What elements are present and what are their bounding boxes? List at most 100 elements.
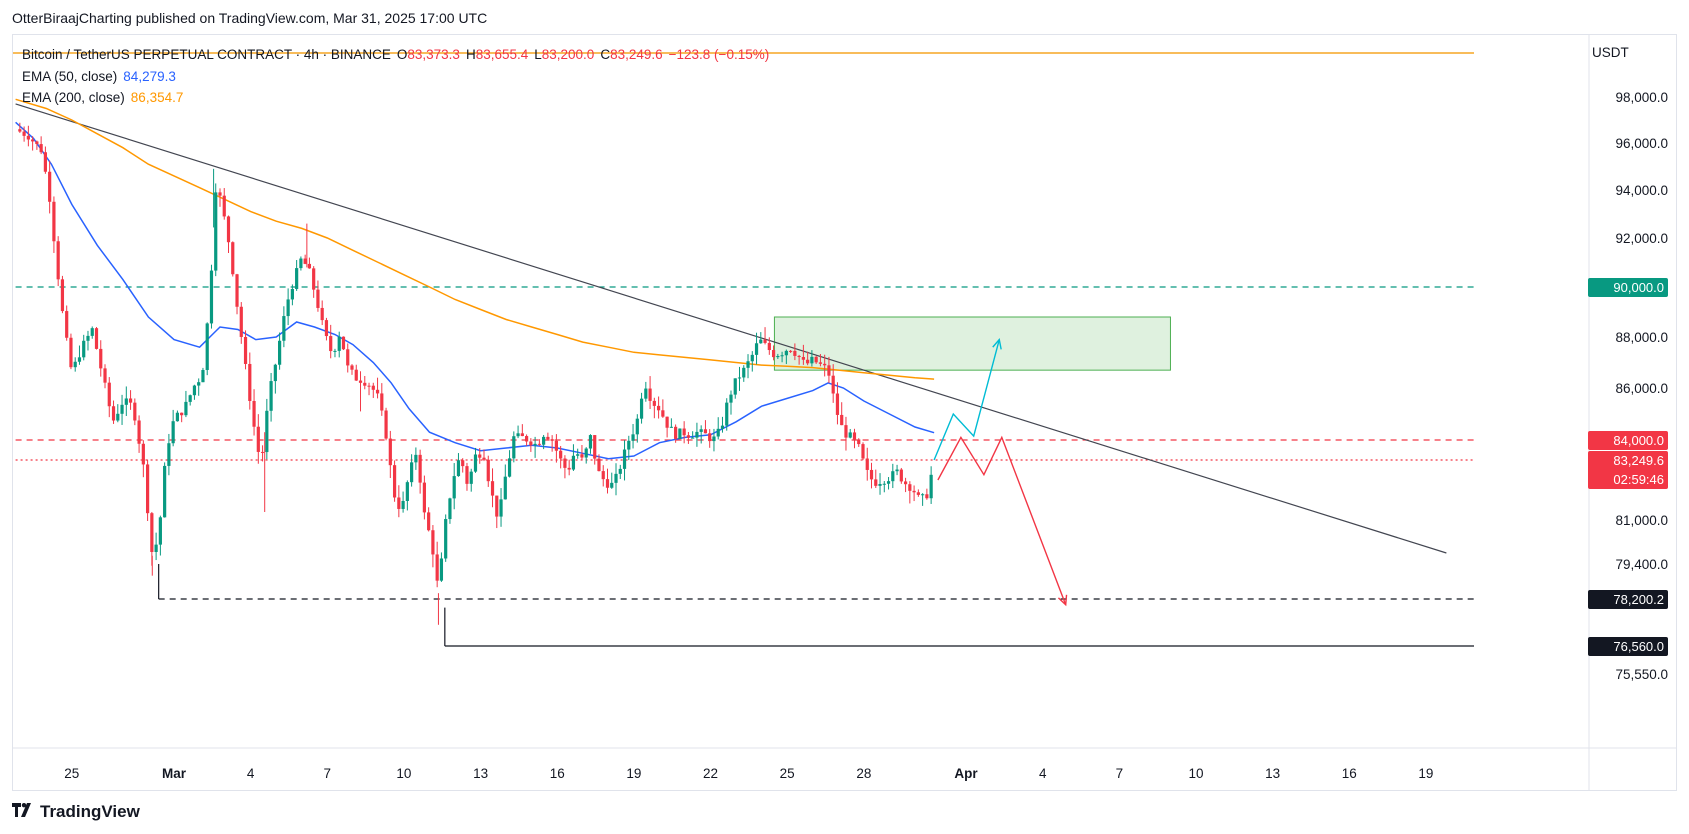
candle-171 [746,354,750,379]
candle-5 [39,136,43,155]
candle-162 [708,429,712,448]
candle-189 [823,354,827,377]
candle-28 [137,415,141,453]
candle-74 [333,348,337,358]
candle-body [94,328,99,349]
candle-body [729,394,733,403]
candle-144 [631,423,635,449]
candle-body [145,464,150,514]
low-label: L [534,47,542,62]
candle-135 [593,435,597,465]
candle-body [844,425,848,438]
bullish-projection [933,339,1000,461]
candle-body [733,378,737,395]
candle-body [18,129,22,132]
candle-body [486,459,490,482]
candle-body [290,288,294,300]
candle-6 [43,146,47,174]
candle-50 [231,241,235,277]
candle-196 [852,428,857,449]
candle-body [307,263,312,269]
candle-178 [776,353,780,360]
candle-25 [124,386,128,417]
price-tag-4[interactable]: 76,560.0 [1588,636,1668,656]
x-tick-label-12: 4 [1039,766,1047,781]
price-tag-2[interactable]: 83,249.6 02:59:46 [1588,450,1668,489]
candle-body [524,436,529,442]
candle-12 [69,333,73,370]
candle-65 [295,260,299,291]
high-value: 83,655.4 [475,47,529,62]
x-tick-label-14: 10 [1188,766,1203,781]
candle-body [48,171,52,202]
candle-body [214,192,218,271]
candle-body [478,454,482,458]
legend-ema200-row[interactable]: EMA (200, close) 86,354.7 [22,87,775,109]
candle-body [184,401,188,416]
candle-20 [103,364,107,389]
candle-body [499,499,503,517]
candle-body [414,454,418,463]
price-tag-0[interactable]: 90,000.0 [1588,277,1668,297]
candle-71 [320,300,324,326]
candle-86 [384,407,388,441]
candle-body [529,441,533,446]
price-tag-1[interactable]: 84,000.0 [1588,430,1668,450]
candle-body [601,471,605,480]
candle-body [763,339,767,343]
candle-body [52,201,56,242]
candle-body [908,484,912,491]
candle-body [392,465,397,498]
candle-body [627,440,631,450]
legend-ema50-row[interactable]: EMA (50, close) 84,279.3 [22,66,775,88]
candle-body [537,443,541,445]
candle-body [111,406,116,421]
candle-4 [35,140,39,150]
candle-127 [559,445,563,469]
candle-22 [111,400,116,424]
candle-body [252,400,256,427]
candle-body [503,476,507,500]
candle-body [375,389,380,394]
candle-134 [588,434,593,454]
candle-body [669,426,673,428]
candle-146 [639,392,644,424]
currency-unit[interactable]: USDT [1592,45,1629,60]
candle-body [473,454,478,472]
candle-21 [107,377,111,418]
candle-body [431,530,435,555]
candle-179 [780,351,784,363]
candle-156 [682,421,686,444]
candle-18 [94,327,99,350]
candle-body [35,141,39,145]
candle-103 [456,453,461,477]
y-tick-label-2: 94,000.0 [1615,183,1668,198]
candle-16 [86,330,90,351]
candle-3 [31,136,35,151]
candle-45 [209,264,214,329]
candle-body [103,368,107,383]
price-tag-3[interactable]: 78,200.2 [1588,589,1668,609]
candle-84 [375,377,380,399]
tradingview-brand[interactable]: TradingView [12,802,140,822]
candle-body [495,495,499,517]
candle-body [861,444,865,459]
candle-body [171,421,175,444]
x-tick-label-11: Apr [954,766,978,781]
candle-body [903,481,908,485]
candle-152 [665,416,669,438]
candle-body [205,323,209,370]
candle-body [912,490,916,493]
candle-body [593,435,597,459]
candle-body [295,268,299,289]
candle-body [840,414,844,426]
candle-body [656,405,661,411]
candle-body [682,428,686,436]
candle-202 [878,473,882,495]
candle-54 [248,352,252,410]
candle-97 [431,525,435,568]
candle-188 [818,354,823,367]
candle-161 [703,420,708,434]
symbol-title[interactable]: Bitcoin / TetherUS PERPETUAL CONTRACT · … [22,47,391,62]
